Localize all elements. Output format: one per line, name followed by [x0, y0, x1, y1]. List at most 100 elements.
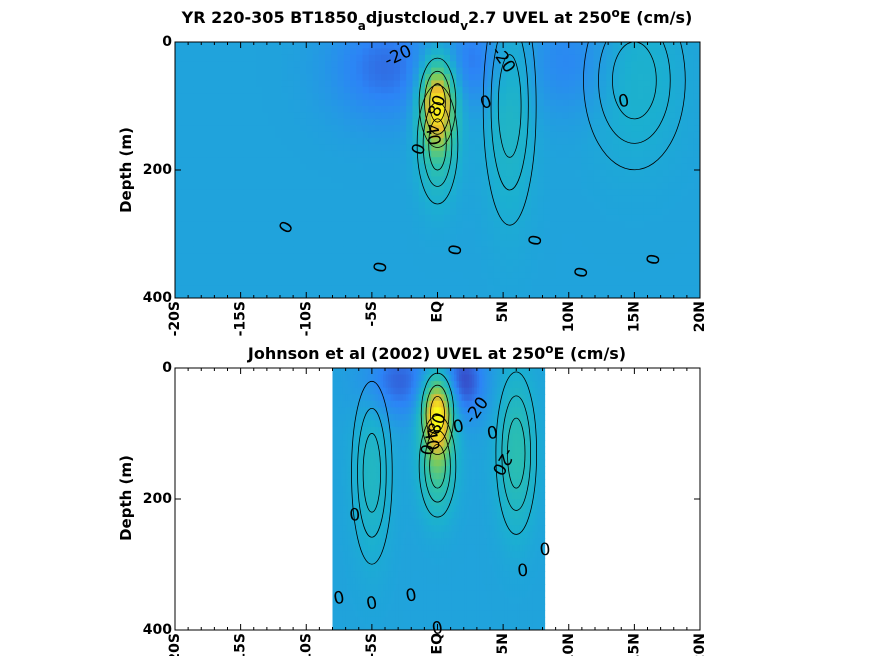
heatmap-cell — [662, 182, 670, 190]
heatmap-cell — [618, 189, 626, 197]
heatmap-cell — [387, 227, 395, 235]
heatmap-cell — [367, 544, 372, 552]
heatmap-cell — [393, 157, 401, 165]
heatmap-cell — [393, 234, 401, 241]
heatmap-cell — [312, 112, 320, 120]
heatmap-cell — [403, 623, 407, 630]
heatmap-cell — [200, 182, 207, 190]
heatmap-cell — [337, 623, 341, 630]
heatmap-cell — [385, 374, 389, 382]
heatmap-cell — [360, 426, 364, 435]
heatmap-cell — [375, 505, 379, 513]
heatmap-cell — [556, 208, 564, 216]
heatmap-cell — [418, 610, 422, 618]
heatmap-cell — [237, 214, 245, 222]
heatmap-cell — [413, 603, 417, 611]
heatmap-cell — [400, 499, 404, 507]
heatmap-cell — [506, 240, 514, 248]
heatmap-cell — [506, 99, 514, 107]
heatmap-cell — [393, 227, 401, 235]
heatmap-cell — [412, 234, 420, 241]
heatmap-cell — [378, 616, 382, 625]
heatmap-cell — [357, 420, 361, 428]
heatmap-cell — [250, 42, 257, 49]
heatmap-cell — [325, 182, 332, 190]
heatmap-cell — [656, 234, 664, 241]
heatmap-cell — [350, 368, 354, 376]
heatmap-cell — [218, 259, 226, 267]
heatmap-cell — [425, 80, 432, 88]
heatmap-cell — [373, 485, 377, 494]
heatmap-cell — [268, 74, 276, 81]
heatmap-cell — [380, 531, 384, 539]
heatmap-cell — [335, 374, 339, 382]
heatmap-cell — [175, 131, 182, 139]
heatmap-cell — [562, 176, 570, 184]
heatmap-cell — [370, 459, 374, 467]
heatmap-cell — [593, 125, 601, 133]
heatmap-cell — [393, 272, 401, 280]
heatmap-cell — [373, 603, 377, 611]
heatmap-cell — [543, 195, 551, 203]
heatmap-cell — [437, 291, 445, 298]
heatmap-cell — [368, 266, 376, 273]
heatmap-cell — [337, 208, 345, 216]
heatmap-cell — [268, 118, 276, 126]
heatmap-cell — [393, 189, 401, 197]
heatmap-cell — [575, 240, 582, 248]
heatmap-cell — [556, 61, 564, 69]
heatmap-cell — [325, 118, 332, 126]
heatmap-cell — [350, 551, 354, 559]
heatmap-cell — [395, 571, 399, 579]
heatmap-cell — [237, 150, 245, 158]
heatmap-cell — [306, 48, 314, 56]
heatmap-cell — [378, 597, 382, 605]
heatmap-cell — [275, 227, 282, 235]
heatmap-cell — [500, 106, 507, 113]
heatmap-cell — [243, 61, 251, 69]
heatmap-cell — [500, 67, 507, 75]
heatmap-cell — [687, 112, 695, 120]
heatmap-cell — [475, 189, 482, 197]
heatmap-cell — [181, 157, 189, 165]
heatmap-cell — [281, 80, 289, 88]
heatmap-cell — [388, 597, 392, 605]
heatmap-cell — [556, 118, 564, 126]
heatmap-cell — [650, 99, 657, 107]
heatmap-cell — [462, 163, 470, 171]
heatmap-cell — [400, 214, 407, 222]
heatmap-cell — [481, 131, 489, 139]
heatmap-cell — [406, 118, 414, 126]
heatmap-cell — [256, 176, 264, 184]
heatmap-cell — [262, 246, 270, 254]
heatmap-cell — [350, 512, 354, 520]
heatmap-cell — [413, 557, 417, 566]
heatmap-cell — [675, 253, 682, 261]
heatmap-cell — [543, 125, 551, 133]
heatmap-cell — [293, 112, 301, 120]
heatmap-cell — [468, 176, 476, 184]
heatmap-cell — [345, 610, 349, 618]
heatmap-cell — [367, 603, 372, 611]
heatmap-cell — [342, 590, 346, 598]
heatmap-cell — [543, 214, 551, 222]
heatmap-cell — [375, 259, 382, 267]
heatmap-cell — [625, 202, 632, 209]
heatmap-cell — [506, 278, 514, 286]
heatmap-cell — [212, 227, 220, 235]
heatmap-cell — [206, 195, 214, 203]
heatmap-cell — [375, 368, 379, 376]
heatmap-cell — [393, 525, 397, 533]
heatmap-cell — [406, 234, 414, 241]
heatmap-cell — [398, 485, 402, 494]
heatmap-cell — [393, 99, 401, 107]
heatmap-cell — [531, 221, 539, 229]
heatmap-cell — [506, 138, 514, 145]
heatmap-cell — [181, 208, 189, 216]
heatmap-cell — [378, 374, 382, 382]
heatmap-cell — [375, 407, 379, 415]
heatmap-cell — [618, 182, 626, 190]
heatmap-cell — [373, 557, 377, 566]
heatmap-cell — [340, 518, 344, 526]
heatmap-cell — [390, 571, 394, 579]
